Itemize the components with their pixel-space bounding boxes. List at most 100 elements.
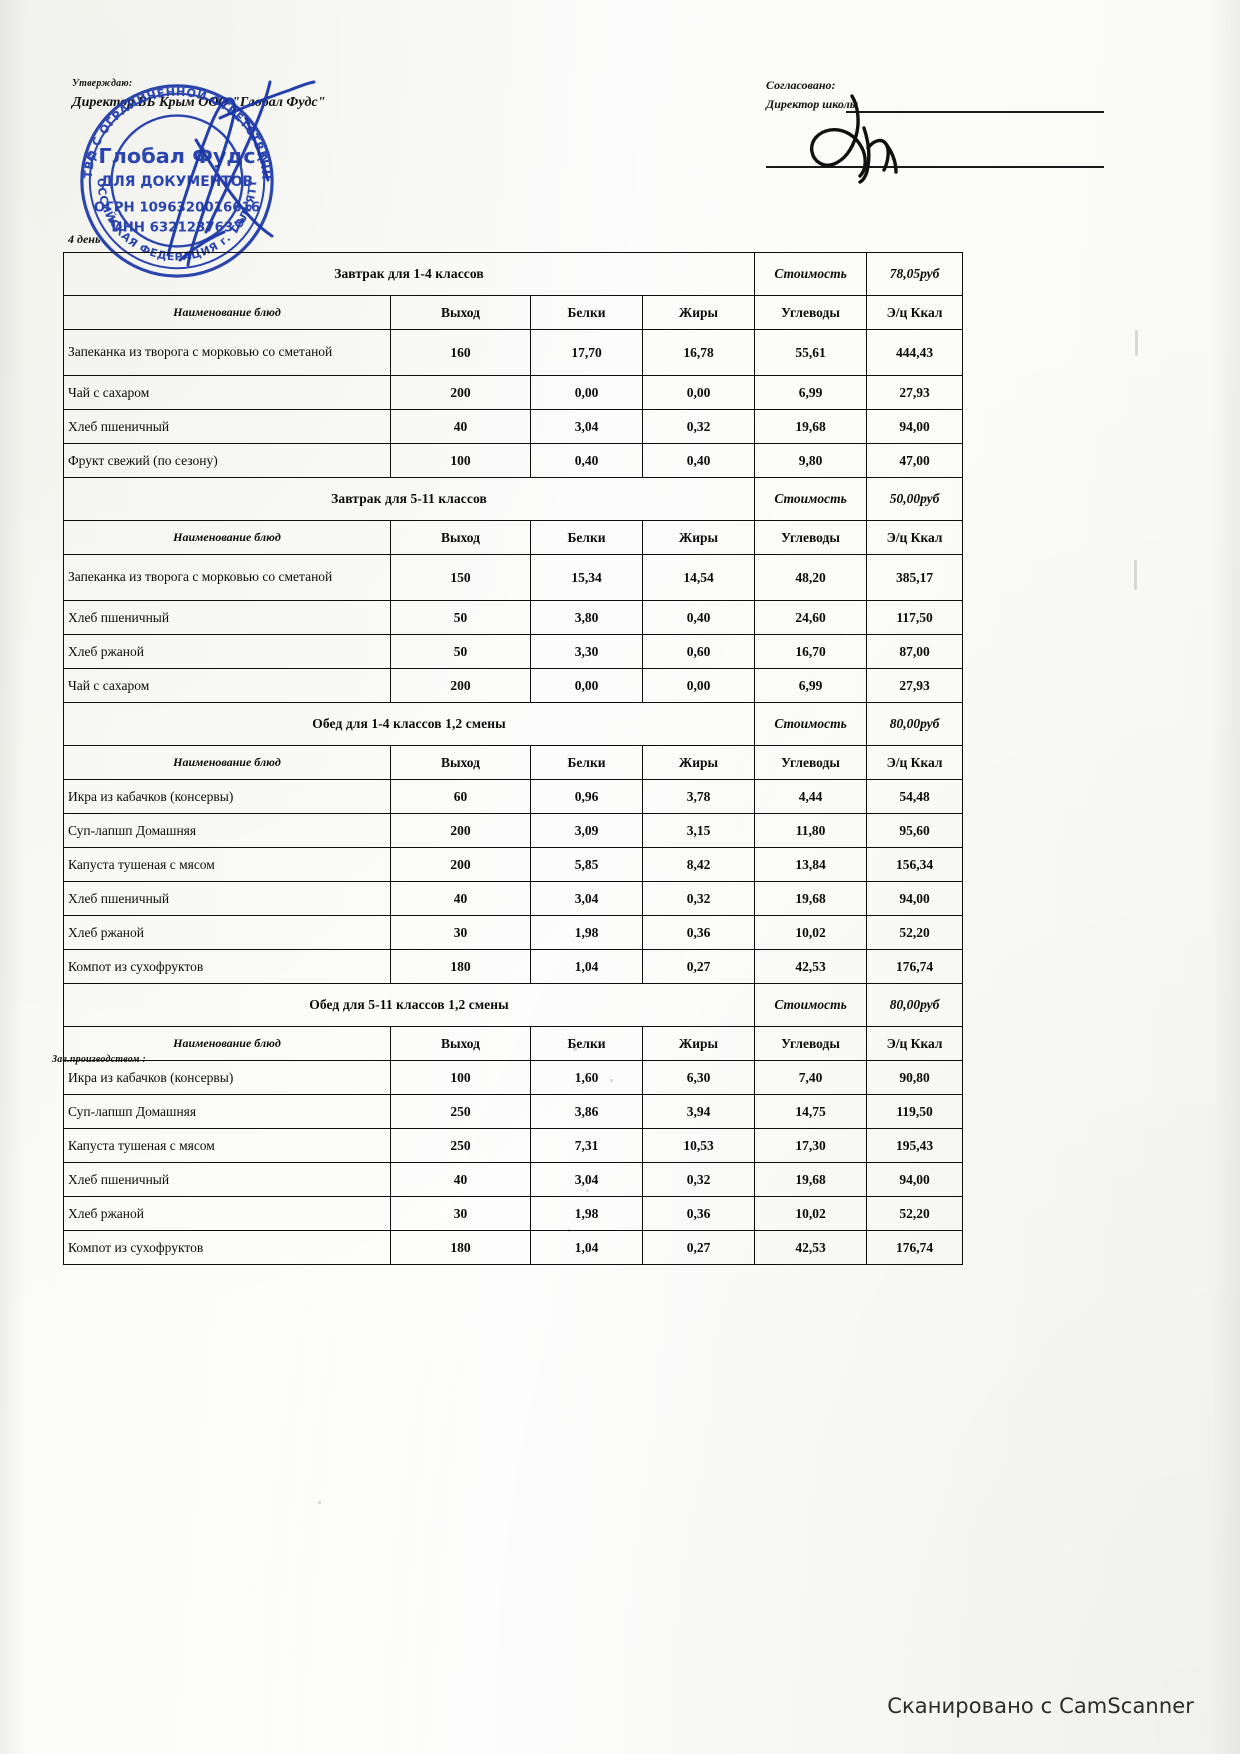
dish-kcal: 95,60	[866, 813, 964, 848]
column-header-output: Выход	[390, 520, 531, 555]
dish-protein: 0,40	[530, 443, 643, 478]
table-row: Икра из кабачков (консервы) 60 0,96 3,78 4,4…	[63, 779, 964, 814]
table-row: Хлеб ржаной 30 1,98 0,36 10,02 52,20	[63, 1196, 964, 1231]
table-row: Запеканка из творога с морковью со смета…	[63, 554, 964, 601]
dish-carb: 11,80	[754, 813, 868, 848]
dish-kcal: 119,50	[866, 1094, 964, 1129]
table-row: Запеканка из творога с морковью со смета…	[63, 329, 964, 376]
approval-director-line: Директор ББ Крым ООО "Глобал Фудс"	[72, 95, 326, 110]
dish-carb: 9,80	[754, 443, 868, 478]
dish-output: 30	[390, 915, 531, 950]
dish-output: 40	[390, 1162, 531, 1197]
table-row: Хлеб пшеничный 50 3,80 0,40 24,60 117,50	[63, 600, 964, 635]
dish-protein: 3,30	[530, 634, 643, 669]
dish-protein: 1,98	[530, 1196, 643, 1231]
dish-protein: 3,86	[530, 1094, 643, 1129]
dish-carb: 19,68	[754, 1162, 868, 1197]
dish-kcal: 94,00	[866, 1162, 964, 1197]
dish-carb: 19,68	[754, 881, 868, 916]
dish-carb: 17,30	[754, 1128, 868, 1163]
dish-kcal: 176,74	[866, 949, 964, 984]
production-head-label: Зав.производством :	[52, 1054, 146, 1065]
dish-protein: 3,04	[530, 881, 643, 916]
dish-fat: 0,36	[641, 915, 756, 950]
column-header-fat: Жиры	[641, 745, 756, 780]
svg-text:ОГРН 1096320016616: ОГРН 1096320016616	[94, 201, 260, 216]
column-header-kcal: Э/ц Ккал	[866, 520, 964, 555]
cost-value: 80,00руб	[866, 702, 964, 746]
menu-table: Завтрак для 1-4 классов Стоимость 78,05руб…	[62, 252, 964, 1265]
dish-carb: 42,53	[754, 1230, 868, 1265]
column-header-name: Наименование блюд	[63, 520, 391, 555]
camscanner-watermark: Сканировано с CamScanner	[887, 1694, 1194, 1718]
column-header-fat: Жиры	[641, 1026, 756, 1061]
table-row: Икра из кабачков (консервы) 100 1,60 6,30 7,…	[63, 1060, 964, 1095]
section-title-row: Обед для 5-11 классов 1,2 смены Стоимость…	[62, 983, 964, 1027]
dish-fat: 0,32	[641, 1162, 756, 1197]
table-row: Суп-лапшп Домашняя 200 3,09 3,15 11,80 95,60	[63, 813, 964, 848]
table-row: Хлеб пшеничный 40 3,04 0,32 19,68 94,00	[63, 881, 964, 916]
table-row: Суп-лапшп Домашняя 250 3,86 3,94 14,75 119,50	[63, 1094, 964, 1129]
dish-output: 200	[390, 375, 531, 410]
dish-carb: 55,61	[754, 329, 868, 376]
scan-speck	[1134, 560, 1137, 590]
approval-block-right: Согласовано: Директор школы	[766, 76, 1096, 114]
dish-kcal: 27,93	[866, 668, 964, 703]
column-header-kcal: Э/ц Ккал	[866, 745, 964, 780]
dish-carb: 48,20	[754, 554, 868, 601]
cost-label: Стоимость	[754, 252, 868, 296]
section-title: Обед для 1-4 классов 1,2 смены	[62, 702, 756, 746]
dish-name: Икра из кабачков (консервы)	[63, 779, 391, 814]
dish-fat: 3,94	[641, 1094, 756, 1129]
dish-name: Чай с сахаром	[63, 668, 391, 703]
dish-output: 180	[390, 1230, 531, 1265]
column-header-output: Выход	[390, 295, 531, 330]
dish-name: Хлеб пшеничный	[63, 1162, 391, 1197]
dish-output: 250	[390, 1128, 531, 1163]
column-header-row: Наименование блюд Выход Белки Жиры Углеводы Э…	[63, 1026, 964, 1061]
approval-block-left: Утверждаю: Директор ББ Крым ООО "Глобал …	[72, 76, 402, 113]
dish-protein: 1,98	[530, 915, 643, 950]
dish-carb: 7,40	[754, 1060, 868, 1095]
dish-name: Запеканка из творога с морковью со смета…	[63, 554, 391, 601]
dish-output: 100	[390, 443, 531, 478]
dish-protein: 3,80	[530, 600, 643, 635]
table-row: Хлеб пшеничный 40 3,04 0,32 19,68 94,00	[63, 1162, 964, 1197]
column-header-output: Выход	[390, 745, 531, 780]
cost-label: Стоимость	[754, 702, 868, 746]
dish-carb: 10,02	[754, 1196, 868, 1231]
dish-name: Икра из кабачков (консервы)	[63, 1060, 391, 1095]
table-row: Хлеб пшеничный 40 3,04 0,32 19,68 94,00	[63, 409, 964, 444]
dish-name: Суп-лапшп Домашняя	[63, 1094, 391, 1129]
dish-protein: 7,31	[530, 1128, 643, 1163]
svg-text:ДЛЯ ДОКУМЕНТОВ: ДЛЯ ДОКУМЕНТОВ	[101, 174, 253, 190]
dish-carb: 10,02	[754, 915, 868, 950]
dish-protein: 3,04	[530, 409, 643, 444]
dish-output: 250	[390, 1094, 531, 1129]
dish-fat: 8,42	[641, 847, 756, 882]
table-row: Капуста тушеная с мясом 250 7,31 10,53 17,30…	[63, 1128, 964, 1163]
dish-protein: 17,70	[530, 329, 643, 376]
cost-label: Стоимость	[754, 477, 868, 521]
signature-rule-top	[846, 111, 1104, 113]
dish-name: Фрукт свежий (по сезону)	[63, 443, 391, 478]
dish-fat: 6,30	[641, 1060, 756, 1095]
column-header-row: Наименование блюд Выход Белки Жиры Углеводы Э…	[63, 520, 964, 555]
dish-output: 40	[390, 409, 531, 444]
column-header-output: Выход	[390, 1026, 531, 1061]
dish-protein: 0,00	[530, 668, 643, 703]
column-header-name: Наименование блюд	[63, 745, 391, 780]
dish-carb: 14,75	[754, 1094, 868, 1129]
dish-carb: 19,68	[754, 409, 868, 444]
dish-fat: 16,78	[641, 329, 756, 376]
scan-edge-shadow-right	[1210, 0, 1240, 1754]
dish-kcal: 54,48	[866, 779, 964, 814]
dish-kcal: 156,34	[866, 847, 964, 882]
dish-name: Запеканка из творога с морковью со смета…	[63, 329, 391, 376]
dish-output: 100	[390, 1060, 531, 1095]
dish-kcal: 444,43	[866, 329, 964, 376]
dish-fat: 0,32	[641, 881, 756, 916]
dish-carb: 42,53	[754, 949, 868, 984]
dish-fat: 0,36	[641, 1196, 756, 1231]
